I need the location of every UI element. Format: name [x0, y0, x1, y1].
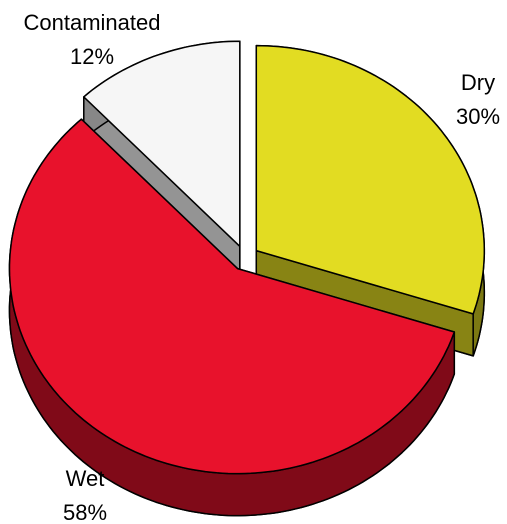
slice-value-label: 58% [63, 500, 107, 524]
slice-label: Dry [461, 70, 495, 95]
slice [255, 44, 486, 315]
slice [83, 40, 241, 248]
slice-value-label: 30% [456, 104, 500, 129]
slice [8, 118, 456, 475]
slice-value-label: 12% [70, 44, 114, 69]
slice-label: Wet [66, 466, 105, 491]
slice-label: Contaminated [24, 10, 161, 35]
